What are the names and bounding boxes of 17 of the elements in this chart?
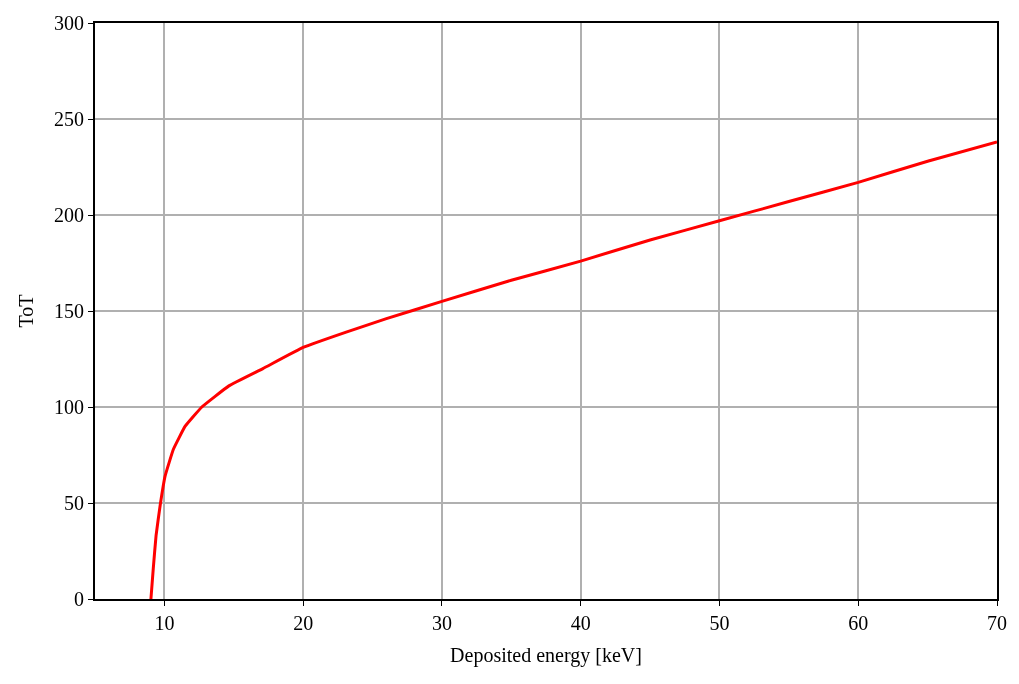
x-tick-label: 30 (431, 612, 452, 634)
y-tick-label: 0 (74, 588, 84, 610)
x-tick-label: 20 (293, 612, 314, 634)
y-tick-label: 100 (54, 396, 84, 418)
y-tick-label: 50 (64, 492, 84, 514)
x-tick-label: 50 (709, 612, 730, 634)
x-tick-label: 60 (848, 612, 869, 634)
y-axis-title: ToT (15, 294, 37, 328)
line-series (149, 140, 997, 599)
x-tick-label: 40 (570, 612, 591, 634)
x-axis-title: Deposited energy [keV] (450, 644, 642, 667)
x-tick-label: 10 (154, 612, 175, 634)
y-tick-label: 200 (54, 204, 84, 226)
y-tick-label: 250 (54, 108, 84, 130)
y-tick-label: 150 (54, 300, 84, 322)
x-tick-label: 70 (987, 612, 1007, 634)
y-tick-label: 300 (54, 12, 84, 34)
